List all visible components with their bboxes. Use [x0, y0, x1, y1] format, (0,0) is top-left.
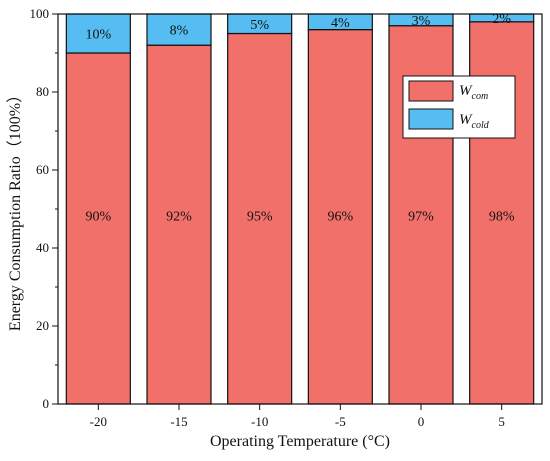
data-label-com-2: 95%: [247, 210, 273, 225]
data-label-cold-0: 10%: [85, 28, 111, 43]
bar-labels-layer: 90% 10% 92% 8% 95% 5% 96% 4% 97% 3% 98% 2%: [85, 12, 514, 225]
data-label-com-4: 97%: [408, 210, 434, 225]
x-tick-label-5: 5: [498, 414, 505, 429]
y-tick-label-0: 0: [43, 396, 50, 411]
x-tick-label-1: -15: [170, 414, 187, 429]
data-label-cold-3: 4%: [331, 16, 350, 31]
data-label-com-0: 90%: [85, 210, 111, 225]
data-label-cold-5: 2%: [492, 12, 511, 27]
x-tick-label-2: -10: [251, 414, 268, 429]
y-axis: 0 20 40 60 80 100: [30, 6, 58, 411]
bar-com-1: [146, 44, 212, 405]
legend-swatch-cold: [408, 108, 454, 130]
legend-label-com: Wcom: [459, 83, 488, 102]
y-tick-label-2: 40: [36, 240, 49, 255]
data-label-cold-1: 8%: [170, 24, 189, 39]
legend-label-cold: Wcold: [459, 112, 490, 131]
y-tick-label-5: 100: [30, 6, 50, 21]
data-label-com-3: 96%: [327, 210, 353, 225]
y-tick-label-3: 60: [36, 162, 49, 177]
y-tick-label-1: 20: [36, 318, 49, 333]
x-tick-label-0: -20: [90, 414, 107, 429]
y-tick-label-4: 80: [36, 84, 49, 99]
bar-cold-0: [65, 13, 131, 54]
bar-com-2: [227, 32, 293, 405]
legend: Wcom Wcold: [402, 75, 516, 139]
legend-swatch-com: [408, 80, 454, 102]
bars-layer: [65, 13, 535, 405]
x-axis-title: Operating Temperature (°C): [210, 433, 390, 450]
data-label-com-5: 98%: [489, 210, 515, 225]
y-axis-title: Energy Consumption Ratio（100%）: [6, 87, 24, 331]
bar-com-0: [65, 52, 131, 405]
x-axis: -20 -15 -10 -5 0 5: [90, 404, 505, 429]
x-tick-label-3: -5: [335, 414, 346, 429]
data-label-com-1: 92%: [166, 210, 192, 225]
data-label-cold-4: 3%: [412, 14, 431, 29]
x-tick-label-4: 0: [418, 414, 425, 429]
data-label-cold-2: 5%: [250, 18, 269, 33]
